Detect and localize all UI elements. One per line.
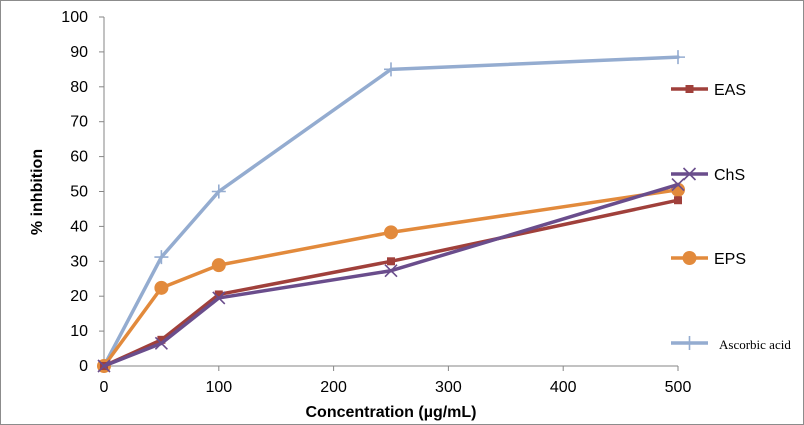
data-point-chs bbox=[97, 359, 111, 373]
legend-swatch-marker bbox=[682, 167, 697, 181]
y-axis-title: % inhbition bbox=[29, 149, 46, 235]
data-point-chs bbox=[154, 336, 168, 350]
x-tick-label: 400 bbox=[550, 379, 577, 396]
y-tick-label: 10 bbox=[70, 323, 88, 340]
y-tick-label: 20 bbox=[70, 288, 88, 305]
y-tick-label: 60 bbox=[70, 149, 88, 166]
data-point-chs bbox=[212, 291, 226, 305]
series-chs bbox=[97, 177, 685, 373]
data-point-eps bbox=[154, 280, 169, 295]
data-point-eps bbox=[384, 225, 398, 240]
data-point-chs bbox=[384, 264, 398, 278]
y-tick-label: 70 bbox=[70, 114, 88, 131]
series-line-eps bbox=[102, 188, 680, 368]
data-point-eas bbox=[387, 257, 395, 266]
data-point-chs bbox=[671, 177, 685, 192]
data-point-ascorbic-acid bbox=[384, 62, 398, 77]
data-point-eas bbox=[674, 196, 682, 205]
x-tick-label: 300 bbox=[435, 379, 462, 396]
data-point-eas bbox=[214, 290, 223, 299]
legend-item-chs: ChS bbox=[671, 167, 745, 184]
series-eas bbox=[100, 196, 682, 370]
legend: EAS ChS EPS Ascorbic acid bbox=[671, 82, 791, 352]
legend-swatch-marker bbox=[682, 336, 697, 350]
y-tick-label: 30 bbox=[70, 253, 88, 270]
data-point-ascorbic-acid bbox=[671, 50, 685, 65]
legend-swatch-marker bbox=[685, 85, 694, 93]
legend-item-eps: EPS bbox=[671, 251, 746, 268]
x-tick-label: 100 bbox=[205, 379, 232, 396]
y-tick-label: 90 bbox=[70, 44, 88, 61]
y-tick-label: 40 bbox=[70, 218, 88, 235]
legend-label: EAS bbox=[714, 82, 746, 99]
axes: 0 10 20 30 40 50 60 70 80 90 100 0 100 200 300 400 500 bbox=[61, 9, 691, 396]
y-tick-label: 100 bbox=[61, 9, 88, 26]
legend-label: ChS bbox=[714, 167, 745, 184]
x-tick-label: 0 bbox=[100, 379, 109, 396]
data-point-eps bbox=[211, 258, 226, 273]
series-eps bbox=[97, 182, 685, 373]
data-point-ascorbic-acid bbox=[154, 250, 169, 265]
legend-item-eas: EAS bbox=[671, 82, 746, 99]
data-point-eas bbox=[157, 335, 166, 344]
y-tick-label: 0 bbox=[79, 358, 88, 375]
series-layer bbox=[97, 50, 685, 373]
x-tick-label: 200 bbox=[320, 379, 347, 396]
legend-swatch-marker bbox=[682, 251, 697, 265]
x-tick-label: 500 bbox=[665, 379, 692, 396]
x-axis-title: Concentration (µg/mL) bbox=[306, 404, 477, 421]
legend-label: EPS bbox=[714, 251, 746, 268]
data-point-ascorbic-acid bbox=[211, 184, 226, 199]
y-tick-label: 80 bbox=[70, 79, 88, 96]
legend-item-ascorbic-acid: Ascorbic acid bbox=[671, 336, 791, 352]
y-tick-label: 50 bbox=[70, 184, 88, 201]
legend-label: Ascorbic acid bbox=[719, 337, 791, 352]
